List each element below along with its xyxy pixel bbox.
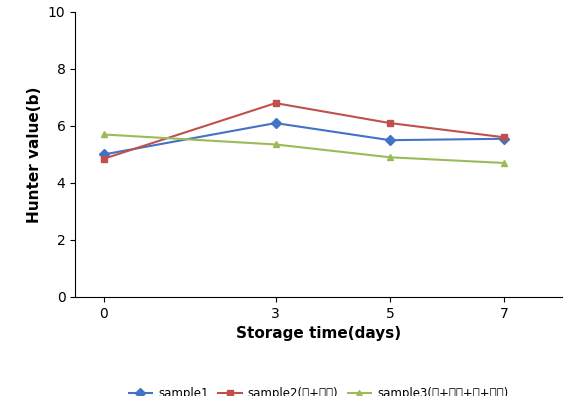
Legend: sample1, sample2(감+키위), sample3(감+키위+배+산약): sample1, sample2(감+키위), sample3(감+키위+배+산…	[124, 383, 513, 396]
Y-axis label: Hunter value(b): Hunter value(b)	[27, 86, 42, 223]
sample2(감+키위)	[100, 156, 107, 161]
sample3(감+키위+배+산약)	[387, 155, 394, 160]
sample2(감+키위)	[272, 101, 279, 105]
Line: sample1: sample1	[100, 120, 508, 158]
X-axis label: Storage time(days): Storage time(days)	[236, 326, 401, 341]
Line: sample3(감+키위+배+산약): sample3(감+키위+배+산약)	[100, 131, 508, 166]
sample1	[387, 138, 394, 143]
sample3(감+키위+배+산약)	[272, 142, 279, 147]
sample3(감+키위+배+산약)	[501, 161, 508, 166]
sample1	[100, 152, 107, 157]
sample2(감+키위)	[387, 121, 394, 126]
sample1	[501, 136, 508, 141]
sample2(감+키위)	[501, 135, 508, 140]
Line: sample2(감+키위): sample2(감+키위)	[100, 100, 508, 162]
sample3(감+키위+배+산약)	[100, 132, 107, 137]
sample1	[272, 121, 279, 126]
